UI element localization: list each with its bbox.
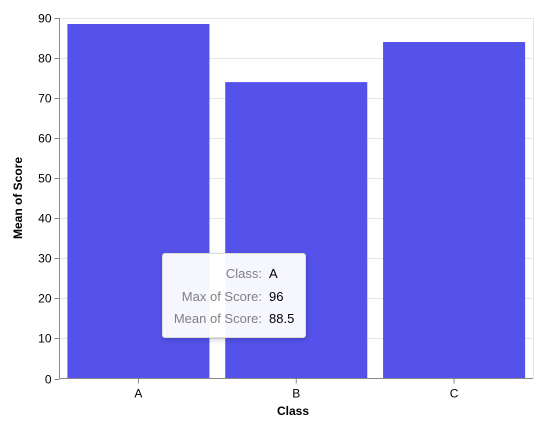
x-tick-label: C: [450, 387, 459, 401]
x-ticks: A B C: [134, 378, 459, 401]
tooltip: Class: A Max of Score: 96 Mean of Score:…: [162, 253, 306, 338]
y-tick-label: 40: [38, 212, 52, 226]
y-tick-label: 50: [38, 172, 52, 186]
y-tick-label: 30: [38, 252, 52, 266]
tooltip-row-class: Class: A: [163, 266, 305, 286]
x-tick-label: A: [134, 387, 142, 401]
y-axis-title: Mean of Score: [11, 157, 25, 239]
y-tick-label: 60: [38, 132, 52, 146]
y-tick-label: 70: [38, 92, 52, 106]
tooltip-key: Class:: [225, 266, 262, 281]
x-axis-title: Class: [277, 404, 309, 418]
y-tick-label: 10: [38, 332, 52, 346]
tooltip-value: 96: [269, 289, 284, 304]
tooltip-key: Mean of Score:: [173, 311, 262, 326]
y-tick-label: 0: [45, 373, 52, 387]
y-tick-label: 80: [38, 52, 52, 66]
y-tick-label: 90: [38, 12, 52, 26]
tooltip-value: 88.5: [269, 311, 295, 326]
tooltip-value: A: [269, 266, 278, 281]
tooltip-key: Max of Score:: [181, 289, 262, 304]
y-tick-label: 20: [38, 292, 52, 306]
tooltip-row-mean: Mean of Score: 88.5: [163, 311, 305, 331]
bar-c[interactable]: [383, 42, 526, 379]
tooltip-row-max: Max of Score: 96: [163, 289, 305, 309]
x-tick-label: B: [292, 387, 300, 401]
y-ticks: 0 10 20 30 40 50 60 70 80 90: [38, 12, 60, 387]
